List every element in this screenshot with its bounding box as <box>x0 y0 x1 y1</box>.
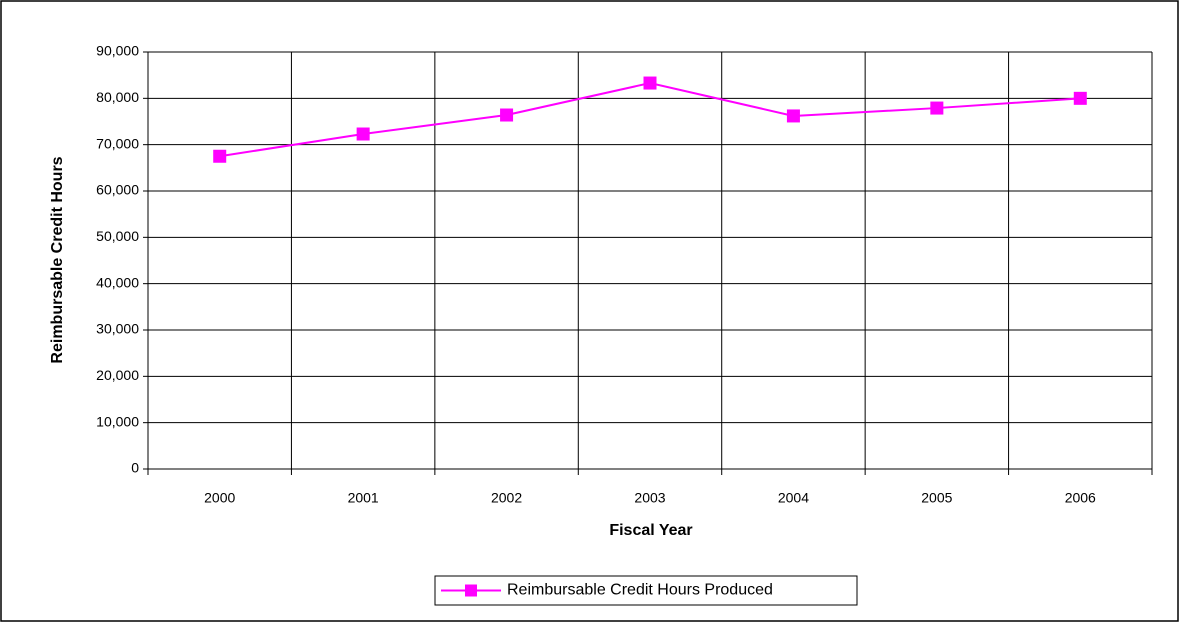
y-axis-title: Reimbursable Credit Hours <box>49 156 66 363</box>
x-tick-label: 2003 <box>634 490 665 506</box>
x-tick-label: 2005 <box>921 490 952 506</box>
y-tick-label: 60,000 <box>96 182 139 198</box>
y-tick-label: 30,000 <box>96 321 139 337</box>
point-marker <box>500 108 514 122</box>
x-tick-label: 2001 <box>348 490 379 506</box>
y-tick-label: 80,000 <box>96 89 139 105</box>
y-tick-label: 10,000 <box>96 413 139 429</box>
point-marker <box>786 109 800 123</box>
y-tick-label: 40,000 <box>96 274 139 290</box>
point-marker <box>1073 91 1087 105</box>
x-tick-label: 2004 <box>778 490 809 506</box>
legend-marker <box>465 584 477 597</box>
y-tick-label: 50,000 <box>96 228 139 244</box>
legend-box <box>434 575 858 606</box>
y-tick-label: 20,000 <box>96 367 139 383</box>
legend-label: Reimbursable Credit Hours Produced <box>507 582 773 599</box>
point-marker <box>356 127 370 141</box>
x-tick-label: 2006 <box>1065 490 1096 506</box>
x-axis-title: Fiscal Year <box>609 522 692 539</box>
y-tick-label: 0 <box>131 460 139 476</box>
point-marker <box>930 101 944 115</box>
x-tick-label: 2000 <box>204 490 235 506</box>
x-tick-label: 2002 <box>491 490 522 506</box>
y-tick-label: 70,000 <box>96 135 139 151</box>
point-marker <box>213 149 227 163</box>
point-marker <box>643 76 657 90</box>
y-tick-label: 90,000 <box>96 43 139 59</box>
